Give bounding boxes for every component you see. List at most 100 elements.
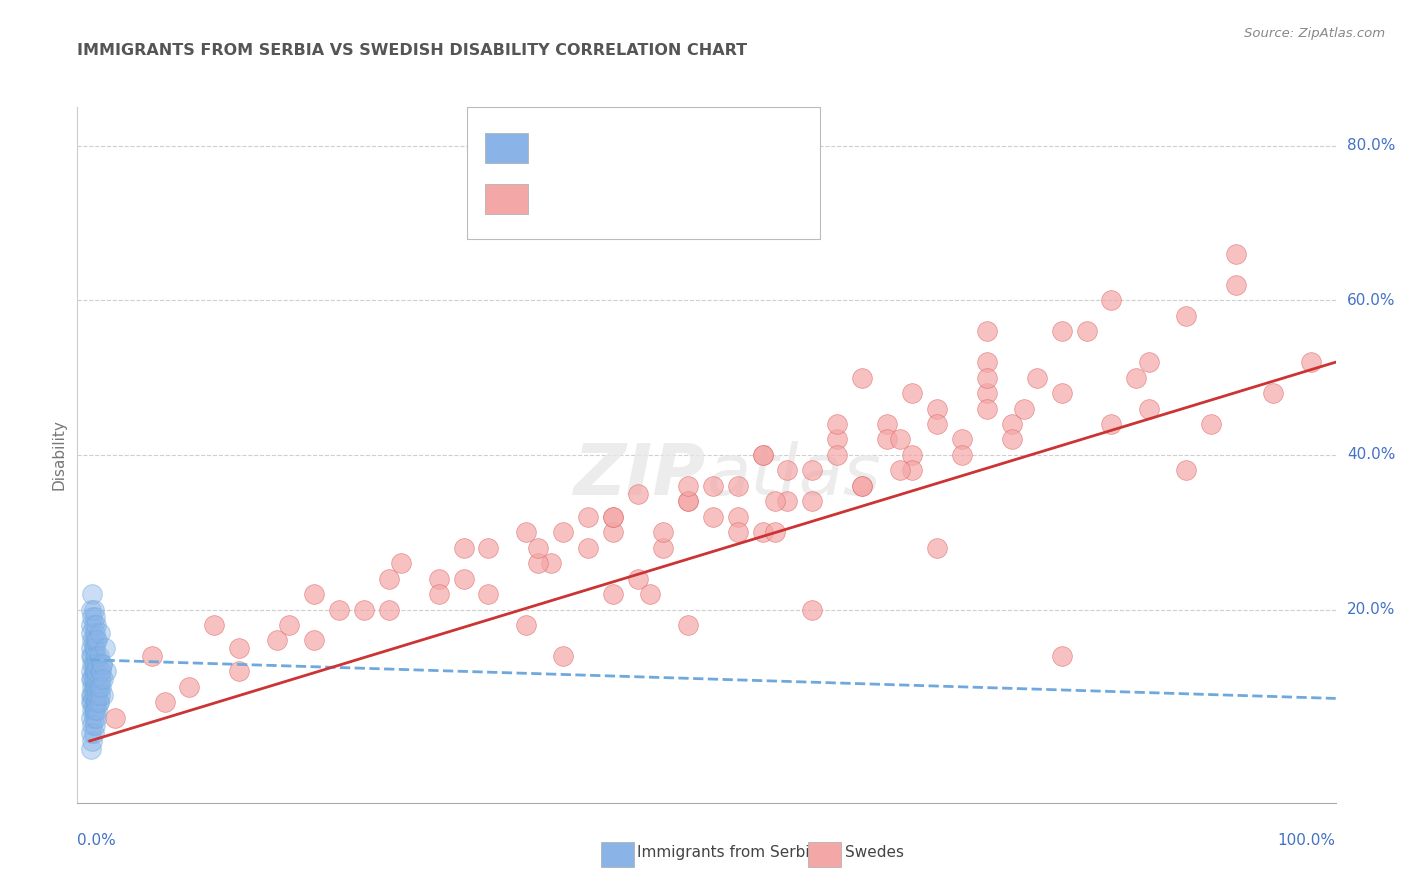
Point: [89, 688, 111, 702]
Point: [89, 672, 111, 686]
Point: [83, 648, 105, 663]
Point: [83, 695, 105, 709]
Point: [827, 417, 849, 431]
Point: [378, 602, 401, 616]
Point: [976, 355, 998, 369]
Point: [950, 433, 973, 447]
Point: [87, 680, 110, 694]
Point: [827, 448, 849, 462]
Point: [91, 657, 114, 671]
Point: [83, 680, 105, 694]
Point: [727, 509, 749, 524]
Point: [80, 648, 103, 663]
Point: [427, 572, 450, 586]
Point: [86, 657, 108, 671]
Point: [80, 602, 103, 616]
Point: [515, 618, 537, 632]
Point: [1175, 463, 1198, 477]
Point: [83, 703, 105, 717]
Point: [676, 494, 699, 508]
Point: [925, 417, 948, 431]
Point: [602, 525, 624, 540]
Point: [1050, 648, 1073, 663]
Point: [515, 525, 537, 540]
Point: [90, 680, 112, 694]
Point: [266, 633, 288, 648]
Point: [651, 541, 673, 555]
Point: [228, 665, 250, 679]
Text: R =: R =: [537, 192, 569, 207]
Point: [153, 695, 176, 709]
Point: [202, 618, 225, 632]
Point: [676, 618, 699, 632]
Point: [82, 734, 104, 748]
Point: [353, 602, 375, 616]
Point: [727, 525, 749, 540]
Point: [602, 509, 624, 524]
Point: [702, 479, 724, 493]
Point: [86, 672, 108, 686]
Point: [93, 688, 115, 702]
Text: 100.0%: 100.0%: [1278, 833, 1336, 848]
Point: [540, 556, 562, 570]
Point: [827, 433, 849, 447]
Text: N =: N =: [678, 192, 711, 207]
Point: [84, 695, 107, 709]
Point: [87, 695, 110, 709]
Point: [80, 688, 103, 702]
FancyBboxPatch shape: [808, 842, 841, 867]
Point: [80, 695, 103, 709]
Point: [87, 695, 110, 709]
Point: [776, 494, 799, 508]
Point: [86, 688, 108, 702]
Point: [84, 711, 107, 725]
Point: [82, 633, 104, 648]
Point: [80, 672, 103, 686]
Point: [228, 641, 250, 656]
Text: 0.0%: 0.0%: [77, 833, 117, 848]
Point: [83, 672, 105, 686]
Point: [976, 386, 998, 401]
Point: [751, 448, 773, 462]
Point: [83, 703, 105, 717]
Text: Swedes: Swedes: [845, 846, 904, 861]
Text: Source: ZipAtlas.com: Source: ZipAtlas.com: [1244, 27, 1385, 40]
Point: [676, 494, 699, 508]
Text: 20.0%: 20.0%: [1347, 602, 1395, 617]
Point: [576, 509, 599, 524]
Point: [640, 587, 662, 601]
Point: [83, 641, 105, 656]
Point: [727, 479, 749, 493]
Point: [87, 680, 110, 694]
Point: [627, 486, 650, 500]
Text: 102: 102: [734, 192, 766, 207]
Point: [851, 479, 873, 493]
Point: [83, 657, 105, 671]
Point: [83, 665, 105, 679]
Point: [378, 572, 401, 586]
Point: [302, 587, 325, 601]
Point: [83, 711, 105, 725]
Point: [82, 672, 104, 686]
FancyBboxPatch shape: [467, 107, 820, 239]
Point: [751, 525, 773, 540]
Point: [328, 602, 350, 616]
Point: [87, 648, 110, 663]
Y-axis label: Disability: Disability: [51, 419, 66, 491]
Point: [80, 618, 103, 632]
Point: [82, 680, 104, 694]
Point: [1137, 355, 1160, 369]
Point: [84, 695, 107, 709]
Point: [925, 401, 948, 416]
Point: [83, 602, 105, 616]
Point: [1001, 433, 1024, 447]
Point: [1099, 417, 1122, 431]
Text: ZIP: ZIP: [574, 442, 707, 510]
Point: [83, 672, 105, 686]
Point: [427, 587, 450, 601]
Point: [80, 625, 103, 640]
Point: [763, 494, 786, 508]
Point: [901, 448, 924, 462]
Point: [83, 618, 105, 632]
Point: [83, 641, 105, 656]
